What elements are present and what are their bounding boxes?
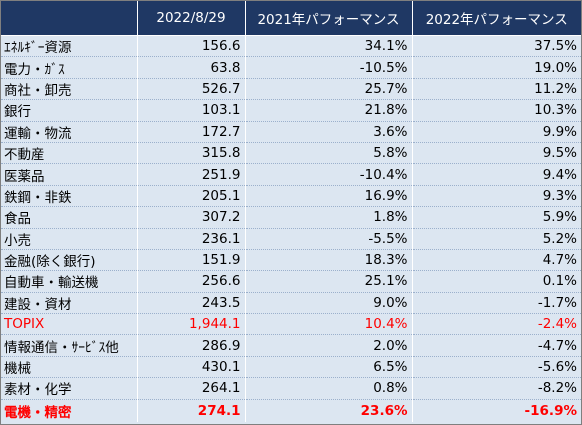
- perf-2021-value: 18.3%: [245, 249, 413, 272]
- index-value: 156.6: [137, 35, 246, 58]
- perf-2021-value: -10.4%: [245, 163, 413, 186]
- sector-name: 医薬品: [1, 163, 138, 186]
- header-date-value: 2022/8/29: [137, 1, 246, 36]
- highlight-row: 電機・精密 274.1 23.6% -16.9%: [1, 399, 581, 422]
- sector-name: 食品: [1, 206, 138, 229]
- perf-2022-value: 37.5%: [412, 35, 581, 58]
- table-row: 食品 307.2 1.8% 5.9%: [1, 206, 581, 229]
- perf-2021-value: 21.8%: [245, 99, 413, 122]
- index-value: 274.1: [137, 399, 246, 422]
- perf-2022-value: 5.2%: [412, 228, 581, 250]
- perf-2022-value: 9.3%: [412, 185, 581, 208]
- perf-2021-value: 1.8%: [245, 206, 413, 229]
- index-value: 430.1: [137, 356, 246, 379]
- perf-2022-value: 4.7%: [412, 249, 581, 272]
- perf-2021-value: 2.0%: [245, 334, 413, 357]
- perf-2021-value: 5.8%: [245, 142, 413, 165]
- index-value: 264.1: [137, 377, 246, 400]
- perf-2021-value: 34.1%: [245, 35, 413, 58]
- sector-name: ｴﾈﾙｷﾞｰ資源: [1, 35, 138, 58]
- table-row: 運輸・物流 172.7 3.6% 9.9%: [1, 121, 581, 143]
- topix-row: TOPIX 1,944.1 10.4% -2.4%: [1, 313, 581, 336]
- index-value: 315.8: [137, 142, 246, 165]
- sector-name: TOPIX: [1, 313, 138, 336]
- sector-name: 電力・ｶﾞｽ: [1, 56, 138, 79]
- sector-name: 機械: [1, 356, 138, 379]
- perf-2022-value: 11.2%: [412, 78, 581, 101]
- index-value: 526.7: [137, 78, 246, 101]
- header-perf-2021: 2021年パフォーマンス: [245, 1, 413, 36]
- sector-name: 鉄鋼・非鉄: [1, 185, 138, 208]
- perf-2021-value: 10.4%: [245, 313, 413, 336]
- index-value: 286.9: [137, 334, 246, 357]
- table-row: 不動産 315.8 5.8% 9.5%: [1, 142, 581, 165]
- perf-2022-value: 5.9%: [412, 206, 581, 229]
- table-row: 金融(除く銀行) 151.9 18.3% 4.7%: [1, 249, 581, 272]
- table-row: 商社・卸売 526.7 25.7% 11.2%: [1, 78, 581, 101]
- perf-2022-value: 9.4%: [412, 163, 581, 186]
- index-value: 151.9: [137, 249, 246, 272]
- table-row: ｴﾈﾙｷﾞｰ資源 156.6 34.1% 37.5%: [1, 35, 581, 58]
- sector-name: 不動産: [1, 142, 138, 165]
- perf-2021-value: -5.5%: [245, 228, 413, 250]
- perf-2022-value: 10.3%: [412, 99, 581, 122]
- table-row: 鉄鋼・非鉄 205.1 16.9% 9.3%: [1, 185, 581, 208]
- sector-name: 運輸・物流: [1, 121, 138, 143]
- index-value: 103.1: [137, 99, 246, 122]
- perf-2022-value: -8.2%: [412, 377, 581, 400]
- table-row: 情報通信・ｻｰﾋﾞｽ他 286.9 2.0% -4.7%: [1, 334, 581, 357]
- sector-name: 素材・化学: [1, 377, 138, 400]
- perf-2021-value: 16.9%: [245, 185, 413, 208]
- perf-2021-value: 3.6%: [245, 121, 413, 143]
- perf-2021-value: 0.8%: [245, 377, 413, 400]
- sector-name: 銀行: [1, 99, 138, 122]
- index-value: 172.7: [137, 121, 246, 143]
- sector-name: 金融(除く銀行): [1, 249, 138, 272]
- index-value: 1,944.1: [137, 313, 246, 336]
- perf-2021-value: 9.0%: [245, 292, 413, 315]
- sector-name: 電機・精密: [1, 399, 138, 422]
- perf-2021-value: 25.7%: [245, 78, 413, 101]
- sector-name: 情報通信・ｻｰﾋﾞｽ他: [1, 334, 138, 357]
- header-perf-2022: 2022年パフォーマンス: [412, 1, 581, 36]
- table-row: 小売 236.1 -5.5% 5.2%: [1, 228, 581, 250]
- table-row: 医薬品 251.9 -10.4% 9.4%: [1, 163, 581, 186]
- perf-2021-value: -10.5%: [245, 56, 413, 79]
- table-header-row: 2022/8/29 2021年パフォーマンス 2022年パフォーマンス: [1, 1, 581, 36]
- header-sector: [1, 1, 138, 36]
- perf-2021-value: 6.5%: [245, 356, 413, 379]
- index-value: 236.1: [137, 228, 246, 250]
- perf-2022-value: -4.7%: [412, 334, 581, 357]
- index-value: 243.5: [137, 292, 246, 315]
- table-row: 電力・ｶﾞｽ 63.8 -10.5% 19.0%: [1, 56, 581, 79]
- index-value: 63.8: [137, 56, 246, 79]
- perf-2022-value: 19.0%: [412, 56, 581, 79]
- table-row: 自動車・輸送機 256.6 25.1% 0.1%: [1, 270, 581, 293]
- perf-2022-value: 0.1%: [412, 270, 581, 293]
- table-row: 機械 430.1 6.5% -5.6%: [1, 356, 581, 379]
- perf-2022-value: -1.7%: [412, 292, 581, 315]
- table-row: 建設・資材 243.5 9.0% -1.7%: [1, 292, 581, 315]
- index-value: 256.6: [137, 270, 246, 293]
- sector-name: 商社・卸売: [1, 78, 138, 101]
- perf-2022-value: 9.5%: [412, 142, 581, 165]
- sector-name: 小売: [1, 228, 138, 250]
- index-value: 251.9: [137, 163, 246, 186]
- perf-2021-value: 25.1%: [245, 270, 413, 293]
- perf-2022-value: -5.6%: [412, 356, 581, 379]
- perf-2021-value: 23.6%: [245, 399, 413, 422]
- sector-name: 建設・資材: [1, 292, 138, 315]
- table-row: 素材・化学 264.1 0.8% -8.2%: [1, 377, 581, 400]
- sector-name: 自動車・輸送機: [1, 270, 138, 293]
- perf-2022-value: -2.4%: [412, 313, 581, 336]
- table-row: 銀行 103.1 21.8% 10.3%: [1, 99, 581, 122]
- index-value: 307.2: [137, 206, 246, 229]
- perf-2022-value: 9.9%: [412, 121, 581, 143]
- perf-2022-value: -16.9%: [524, 402, 577, 419]
- index-value: 205.1: [137, 185, 246, 208]
